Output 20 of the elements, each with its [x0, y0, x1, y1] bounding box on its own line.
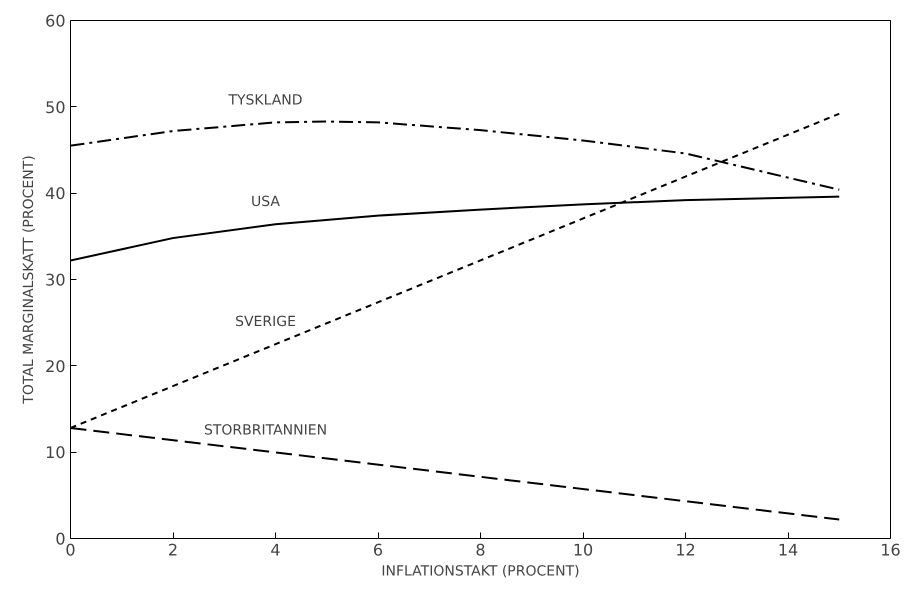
y-tick-label: 60 — [45, 12, 66, 30]
x-tick-label: 16 — [880, 540, 901, 560]
y-tick-label: 40 — [45, 184, 66, 204]
y-axis-title: TOTAL MARGINALSKATT (PROCENT) — [21, 155, 38, 405]
x-tick-label: 4 — [270, 540, 281, 560]
x-axis-title: INFLATIONSTAKT (PROCENT) — [381, 564, 580, 580]
x-tick-label: 12 — [675, 540, 696, 560]
y-tick-label: 20 — [45, 356, 66, 376]
x-tick-label: 8 — [475, 540, 486, 560]
series-label: USA — [251, 194, 280, 210]
x-tick-label: 10 — [572, 540, 594, 560]
x-tick-label: 2 — [168, 540, 178, 560]
series-label: STORBRITANNIEN — [204, 422, 328, 438]
y-tick-label: 50 — [45, 98, 66, 117]
y-tick-label: 30 — [45, 270, 66, 290]
x-tick-label: 14 — [778, 540, 798, 560]
series-label: SVERIGE — [235, 314, 296, 330]
y-tick-label: 10 — [45, 443, 66, 462]
series-label: TYSKLAND — [227, 92, 303, 108]
x-tick-label: 6 — [372, 540, 384, 560]
